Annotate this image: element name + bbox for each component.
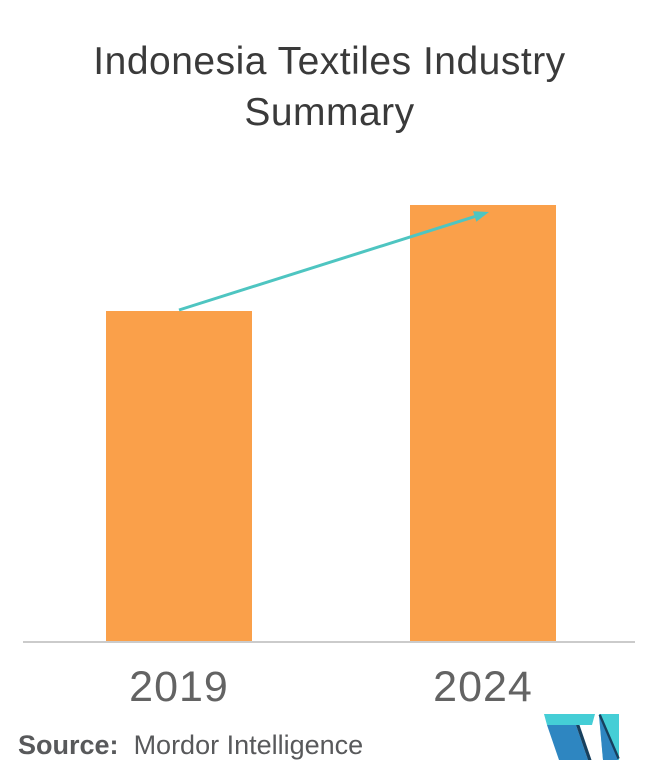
source-name-text: Mordor Intelligence (133, 730, 364, 760)
source-name: Mordor Intelligence (126, 730, 364, 760)
logo-navy-edge-left (576, 725, 592, 760)
chart-title: Indonesia Textiles Industry Summary (0, 36, 659, 138)
x-label-2019: 2019 (129, 663, 229, 711)
chart-title-line1: Indonesia Textiles Industry (93, 40, 566, 83)
mordor-intelligence-logo (544, 714, 620, 760)
bar-2024 (410, 205, 556, 641)
source-note: Source: Mordor Intelligence (18, 728, 363, 762)
source-label: Source: (18, 730, 119, 760)
logo-navy-edge-right (598, 714, 620, 760)
x-label-2024: 2024 (433, 663, 533, 711)
bar-2019 (106, 311, 252, 641)
logo-teal-top-bar (544, 714, 595, 725)
chart-title-line2: Summary (244, 91, 415, 134)
x-axis-line (23, 641, 635, 643)
logo-blue-diagonal (547, 725, 588, 760)
